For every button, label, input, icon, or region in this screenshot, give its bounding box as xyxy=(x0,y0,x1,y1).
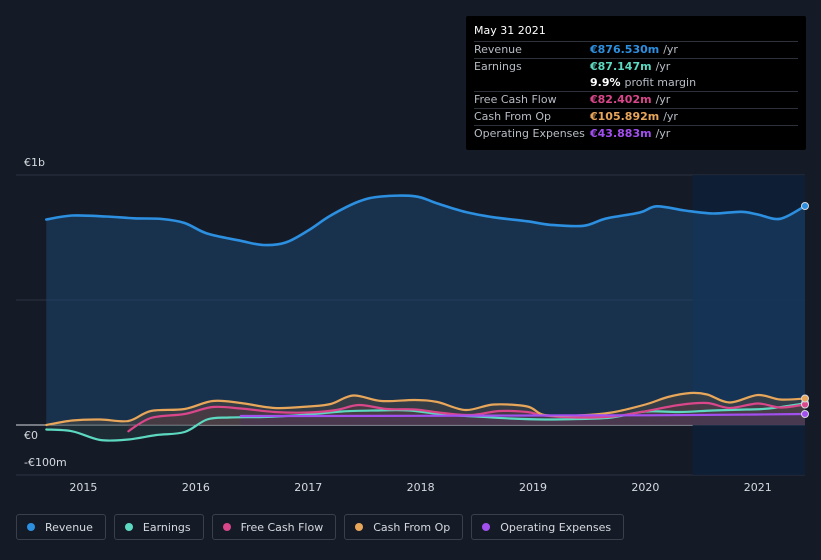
x-axis-labels: 2015 2016 2017 2018 2019 2020 2021 xyxy=(69,481,771,494)
tooltip-row: Earnings €87.147m/yr xyxy=(474,58,798,75)
tooltip-rows: Revenue €876.530m/yr Earnings €87.147m/yr 9.… xyxy=(474,41,798,142)
tooltip-row-unit: /yr xyxy=(655,93,671,106)
tooltip-date: May 31 2021 xyxy=(474,24,546,37)
y-tick-label-top: €1b xyxy=(24,156,45,169)
free-cash-flow-area xyxy=(128,402,805,432)
tooltip-row: Operating Expenses €43.883m/yr xyxy=(474,125,798,142)
legend-dot-icon xyxy=(27,523,35,531)
tooltip-row-value: €105.892m xyxy=(590,110,660,123)
tooltip-row: Revenue €876.530m/yr xyxy=(474,41,798,58)
y-tick-label-zero: €0 xyxy=(24,429,38,442)
tooltip-row-value: €43.883m xyxy=(590,127,652,140)
tooltip-row-unit: /yr xyxy=(655,127,671,140)
tooltip-row: 9.9% profit margin xyxy=(474,75,798,91)
legend-dot-icon xyxy=(355,523,364,531)
revenue-line xyxy=(45,194,807,247)
legend-label: Cash From Op xyxy=(373,520,451,534)
legend-label: Free Cash Flow xyxy=(240,520,324,534)
earnings-revenue-chart: €1b €0 -€100m 2015 2016 2017 2018 2019 2020 20… xyxy=(16,156,809,494)
tooltip-row-label: Free Cash Flow xyxy=(474,93,557,106)
legend-item-free-cash-flow[interactable]: Free Cash Flow xyxy=(211,514,337,540)
revenue-area xyxy=(46,195,806,425)
tooltip-row-value: €87.147m xyxy=(590,60,652,73)
tooltip-row-unit: /yr xyxy=(663,110,678,123)
tooltip-panel: May 31 2021 Revenue €876.530m/yr Earnings €… xyxy=(466,16,806,150)
x-tick-label: 2016 xyxy=(182,481,210,494)
legend-item-earnings[interactable]: Earnings xyxy=(113,514,204,540)
x-tick-label: 2020 xyxy=(631,481,659,494)
legend-item-cash-from-op[interactable]: Cash From Op xyxy=(344,514,464,540)
tooltip-row: Free Cash Flow €82.402m/yr xyxy=(474,91,798,108)
operating-expenses-end-marker[interactable] xyxy=(801,410,809,418)
legend-item-operating-expenses[interactable]: Operating Expenses xyxy=(471,514,625,540)
series-end-markers xyxy=(801,202,809,418)
revenue-end-marker[interactable] xyxy=(801,202,809,210)
x-tick-label: 2019 xyxy=(519,481,547,494)
tooltip-row-label: Revenue xyxy=(474,43,522,56)
x-tick-label: 2018 xyxy=(407,481,435,494)
chart-legend: Revenue Earnings Free Cash Flow Cash From O… xyxy=(16,514,625,540)
cash-from-op-line xyxy=(45,391,807,427)
legend-label: Earnings xyxy=(142,520,191,534)
x-tick-label: 2017 xyxy=(294,481,322,494)
tooltip-row-unit: /yr xyxy=(663,43,678,56)
tooltip-row-label: Cash From Op xyxy=(474,110,552,123)
operating-expenses-line xyxy=(239,412,807,418)
y-tick-label-bottom: -€100m xyxy=(24,456,67,469)
legend-label: Operating Expenses xyxy=(500,520,612,534)
tooltip-row-value: €876.530m xyxy=(590,43,660,56)
y-axis-labels: €1b €0 -€100m xyxy=(24,156,67,469)
tooltip-row-label: Earnings xyxy=(474,60,522,73)
x-tick-label: 2015 xyxy=(69,481,97,494)
tooltip-row-label xyxy=(474,75,590,91)
tooltip-row-unit: /yr xyxy=(655,60,671,73)
tooltip-row-value: €82.402m xyxy=(590,93,652,106)
cash-from-op-end-marker[interactable] xyxy=(801,394,809,403)
x-tick-label: 2021 xyxy=(744,481,772,494)
legend-dot-icon xyxy=(124,523,133,531)
tooltip-row-unit: profit margin xyxy=(624,76,697,89)
legend-item-revenue[interactable]: Revenue xyxy=(16,514,106,540)
earnings-area xyxy=(46,403,806,441)
series-lines xyxy=(45,194,807,442)
legend-label: Revenue xyxy=(45,520,93,534)
tooltip-row-value: 9.9% xyxy=(590,76,621,89)
legend-dot-icon xyxy=(482,523,491,531)
legend-dot-icon xyxy=(222,523,231,531)
tooltip-row-label: Operating Expenses xyxy=(474,127,585,140)
tooltip-row: Cash From Op €105.892m/yr xyxy=(474,108,798,125)
